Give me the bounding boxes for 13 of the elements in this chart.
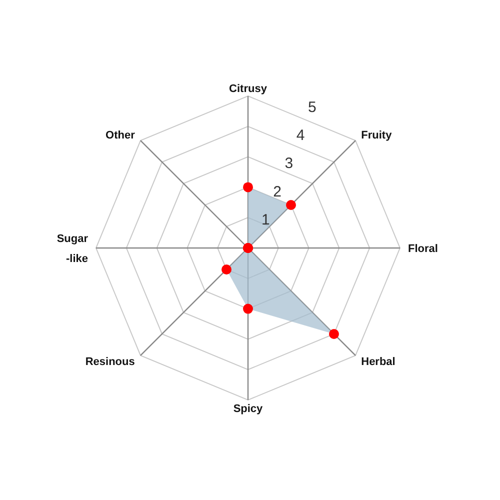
spoke-label: Floral [408,242,438,255]
spoke-label: Resinous [85,356,135,368]
y-tick-label: 3 [284,155,294,172]
y-tick-label: 1 [261,211,270,228]
y-tick-label: 4 [296,127,305,144]
spoke-label: Spicy [233,402,264,415]
y-tick-label: 5 [308,99,316,116]
spoke-label: Other [106,130,136,142]
spoke-label: Citrusy [229,82,268,95]
y-tick-label: 2 [273,183,282,200]
spoke-label: Sugar -like [56,232,89,265]
spoke-label: Fruity [361,130,393,142]
spoke-label: Herbal [361,356,396,368]
